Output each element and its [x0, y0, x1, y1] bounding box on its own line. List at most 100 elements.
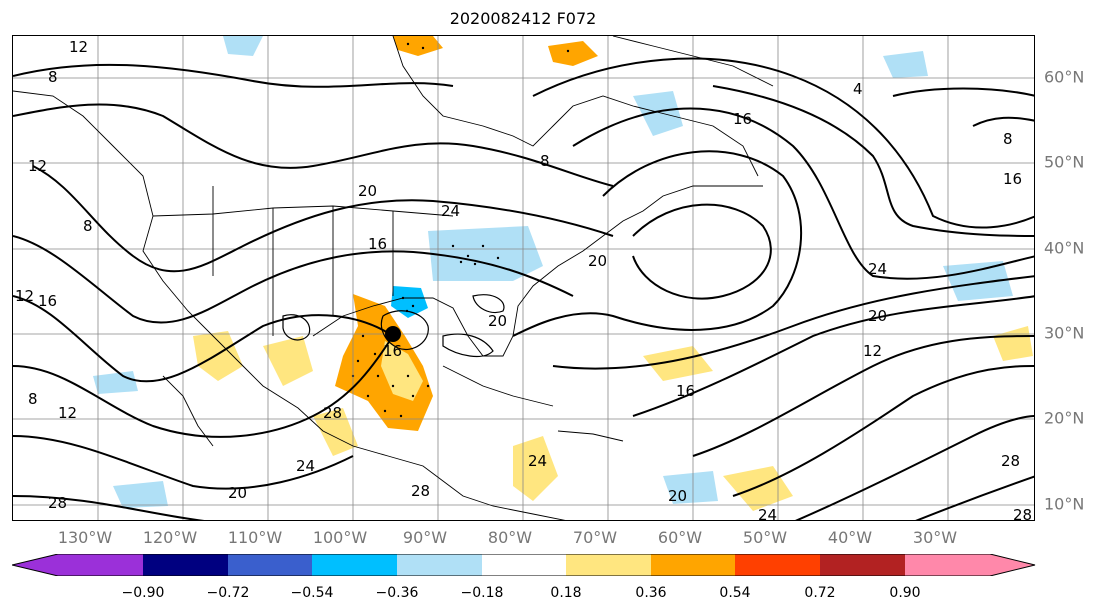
contour-label: 28 [1001, 452, 1020, 470]
map-panel: 12 8 12 8 16 12 8 12 20 24 16 20 16 28 2… [12, 35, 1035, 521]
contour-label: 16 [1003, 170, 1022, 188]
colorbar-label: −0.18 [460, 585, 504, 601]
positive-shading-patch [193, 331, 243, 381]
lon-label: 130°W [57, 528, 113, 547]
positive-shading-patch [643, 346, 713, 381]
colorbar [12, 554, 1036, 576]
contour-label: 16 [383, 342, 402, 360]
lat-label: 20°N [1044, 408, 1085, 428]
colorbar-segment [397, 554, 482, 576]
contour-label: 20 [868, 307, 887, 325]
lon-label: 110°W [227, 528, 283, 547]
contour-label: 28 [48, 494, 67, 512]
colorbar-segment [143, 554, 228, 576]
positive-shading-patch [993, 326, 1033, 361]
contour-label: 28 [323, 404, 342, 422]
contour-label: 24 [296, 457, 315, 475]
lon-label: 120°W [142, 528, 198, 547]
lon-label: 90°W [402, 528, 448, 547]
negative-shading-patch [663, 471, 718, 504]
negative-shading-patch [633, 91, 683, 136]
contour-label: 16 [38, 292, 57, 310]
lat-label: 60°N [1044, 67, 1085, 87]
colorbar-segment [651, 554, 735, 576]
contour-label: 28 [1013, 506, 1032, 521]
contour-label: 16 [368, 235, 387, 253]
lon-label: 100°W [312, 528, 368, 547]
colorbar-label: 0.18 [550, 585, 582, 601]
contour-label: 12 [863, 342, 882, 360]
shading-layer [93, 36, 1033, 511]
lat-label: 10°N [1044, 494, 1085, 514]
negative-shading-patch [943, 261, 1013, 301]
negative-shading-patch [883, 51, 928, 78]
positive-shading-patch [313, 408, 358, 456]
contour-label: 16 [733, 110, 752, 128]
contour-value-labels: 12 8 12 8 16 12 8 12 20 24 16 20 16 28 2… [15, 38, 1032, 521]
positive-shading-patch [548, 41, 598, 66]
contour-label: 24 [441, 202, 460, 220]
lon-label: 60°W [657, 528, 703, 547]
colorbar-label: −0.90 [121, 585, 165, 601]
colorbar-segment [905, 554, 1035, 576]
contour-label: 8 [48, 68, 58, 86]
contour-label: 8 [1003, 130, 1013, 148]
contour-label: 4 [853, 80, 863, 98]
contour-label: 16 [676, 382, 695, 400]
colorbar-segment [228, 554, 312, 576]
contour-label: 12 [58, 404, 77, 422]
contour-label: 20 [668, 487, 687, 505]
negative-shading-patch [223, 36, 263, 56]
contour-label: 8 [540, 152, 550, 170]
map-title: 2020082412 F072 [449, 9, 597, 28]
contour-label: 20 [588, 252, 607, 270]
colorbar-segment [735, 554, 820, 576]
contour-label: 8 [83, 217, 93, 235]
colorbar-label: 0.90 [889, 585, 921, 601]
colorbar-label: 0.72 [804, 585, 836, 601]
contour-label: 12 [28, 157, 47, 175]
negative-shading-patch [391, 286, 428, 318]
contour-lines-thin [282, 294, 505, 358]
colorbar-label: −0.72 [206, 585, 250, 601]
contour-label: 24 [528, 452, 547, 470]
positive-shading-patch [513, 436, 558, 501]
colorbar-label: 0.36 [635, 585, 667, 601]
lat-label: 40°N [1044, 238, 1085, 258]
colorbar-segment [820, 554, 905, 576]
coastlines [13, 36, 774, 520]
contour-label: 24 [868, 260, 887, 278]
contour-label: 24 [758, 506, 777, 521]
contour-label: 20 [228, 484, 247, 502]
map-canvas: 12 8 12 8 16 12 8 12 20 24 16 20 16 28 2… [13, 36, 1034, 521]
contour-label: 12 [15, 287, 34, 305]
negative-shading-patch [428, 226, 543, 281]
colorbar-label: 0.54 [719, 585, 751, 601]
lon-label: 40°W [827, 528, 873, 547]
contour-label: 12 [69, 38, 88, 56]
contour-label: 20 [358, 182, 377, 200]
positive-shading-patch [393, 36, 443, 56]
colorbar-segment [566, 554, 651, 576]
contour-label: 28 [411, 482, 430, 500]
contour-label: 8 [28, 390, 38, 408]
positive-shading-patch [723, 466, 793, 511]
colorbar-segment [312, 554, 397, 576]
contour-label: 20 [488, 312, 507, 330]
lon-label: 70°W [572, 528, 618, 547]
colorbar-label: −0.36 [375, 585, 419, 601]
lon-label: 80°W [487, 528, 533, 547]
colorbar-segment [12, 554, 143, 576]
lat-label: 30°N [1044, 323, 1085, 343]
positive-shading-patch [263, 336, 313, 386]
graticule [13, 36, 1034, 520]
lon-label: 30°W [912, 528, 958, 547]
negative-shading-patch [93, 371, 138, 394]
storm-center-marker [385, 326, 401, 342]
lat-label: 50°N [1044, 152, 1085, 172]
negative-shading-patch [113, 481, 168, 508]
colorbar-label: −0.54 [290, 585, 334, 601]
colorbar-segment [482, 554, 566, 576]
lon-label: 50°W [742, 528, 788, 547]
positive-shading-patch [381, 341, 423, 401]
